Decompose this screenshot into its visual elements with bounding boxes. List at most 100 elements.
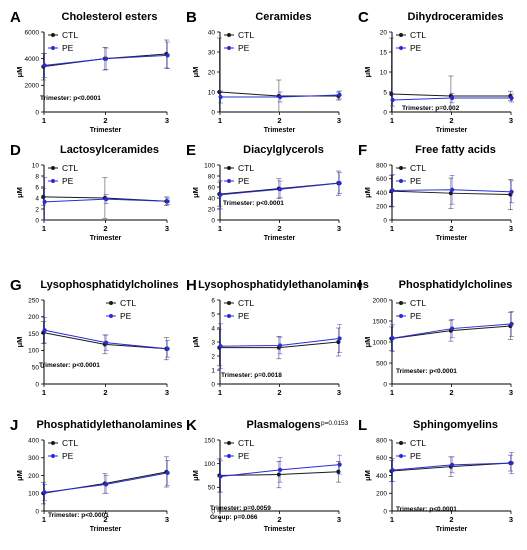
x-tick-label: 1 [218,224,222,233]
data-point [218,94,223,100]
data-point [165,199,170,204]
panel-letter: A [10,9,21,26]
y-axis-title: μM [15,337,24,348]
y-tick-label: 200 [376,491,387,498]
data-point [450,95,455,101]
chart-title: Free fatty acids [415,144,496,156]
data-point [450,462,455,467]
x-tick-label: 2 [449,388,453,397]
annotation: Trimester: p<0.0001 [396,506,457,513]
y-tick-label: 0 [211,381,215,388]
y-tick-label: 250 [28,297,39,304]
legend-label: CTL [62,163,78,173]
chart-title: Lysophosphatidylcholines [40,279,178,291]
data-point [278,94,283,100]
y-tick-label: 0 [383,381,387,388]
legend-marker [399,46,403,50]
panel-letter: J [10,417,18,434]
legend-marker [227,301,231,305]
series-pe [218,454,343,493]
data-point [104,56,109,61]
data-point [278,467,283,472]
legend-label: CTL [238,30,254,40]
data-point [390,188,395,193]
series-ctl [40,321,169,361]
x-tick-label: 1 [218,116,222,125]
legend-label: CTL [410,298,426,308]
panel-f: F Free fatty acids 0 200 400 600 800 1 2 3 μM Trime… [358,142,515,242]
y-axis-title: μM [191,67,200,78]
y-tick-label: 150 [28,331,39,338]
y-tick-label: 100 [204,461,215,468]
legend-marker [399,314,403,318]
legend-marker [227,314,231,318]
y-tick-label: 500 [376,360,387,367]
x-tick-label: 1 [42,515,46,524]
panel-e: E Diacylglycerols 0 20 40 60 80 100 1 2 3 μM Trimest… [186,142,343,242]
x-tick-label: 1 [42,116,46,125]
legend-label: PE [410,451,422,461]
series-pe [42,317,171,358]
y-tick-label: 2000 [25,83,40,90]
legend-marker [399,166,403,170]
x-tick-label: 3 [165,116,169,125]
y-tick-label: 50 [32,365,40,372]
y-tick-label: 0 [35,109,39,116]
y-tick-label: 4 [35,195,39,202]
legend-marker [399,179,403,183]
annotation: Trimester: p<0.0001 [396,368,457,375]
y-tick-label: 0 [211,109,215,116]
y-tick-label: 2 [35,206,39,213]
legend-marker [51,166,55,170]
data-point [218,344,223,349]
panel-letter: F [358,142,367,159]
y-tick-label: 200 [376,204,387,211]
x-axis-title: Trimester [264,127,296,134]
chart-title: Plasmalogens [247,419,321,431]
y-tick-label: 10 [208,89,216,96]
y-tick-label: 0 [35,217,39,224]
y-tick-label: 80 [208,173,216,180]
y-tick-label: 150 [204,437,215,444]
y-tick-label: 4000 [25,56,40,63]
panel-letter: L [358,417,367,434]
legend-marker [227,454,231,458]
data-point [450,187,455,192]
legend-marker [51,46,55,50]
panel-c: C Dihydroceramides 0 5 10 15 20 1 2 3 μM Trimester C… [358,9,515,134]
y-tick-label: 40 [208,29,216,36]
y-tick-label: 6 [35,184,39,191]
x-tick-label: 3 [165,515,169,524]
annotation: Trimester: p<0.0001 [40,95,101,102]
x-tick-label: 2 [103,388,107,397]
data-point [104,340,109,345]
legend-label: CTL [62,438,78,448]
x-tick-label: 3 [509,116,513,125]
series-pe [218,323,343,369]
y-tick-label: 1 [211,367,215,374]
x-tick-label: 2 [103,515,107,524]
x-axis-title: Trimester [90,526,122,533]
data-point [390,468,395,473]
panel-j: J Phosphatidylethanolamines 0 100 200 300 400 1… [10,417,183,533]
x-axis-title: Trimester [436,127,468,134]
x-tick-label: 3 [509,515,513,524]
legend-label: PE [238,176,250,186]
data-point [509,95,514,101]
y-tick-label: 400 [376,190,387,197]
legend-marker [51,454,55,458]
legend-label: PE [62,176,74,186]
legend-label: CTL [62,30,78,40]
chart-title: Dihydroceramides [408,11,504,23]
y-tick-label: 20 [208,69,216,76]
x-tick-label: 1 [390,388,394,397]
y-axis-title: μM [15,470,24,481]
series-ctl [388,312,513,351]
y-axis-title: μM [363,337,372,348]
y-axis-title: μM [363,470,372,481]
panel-letter: I [358,277,362,294]
y-tick-label: 10 [32,162,40,169]
series-pe [42,460,171,501]
